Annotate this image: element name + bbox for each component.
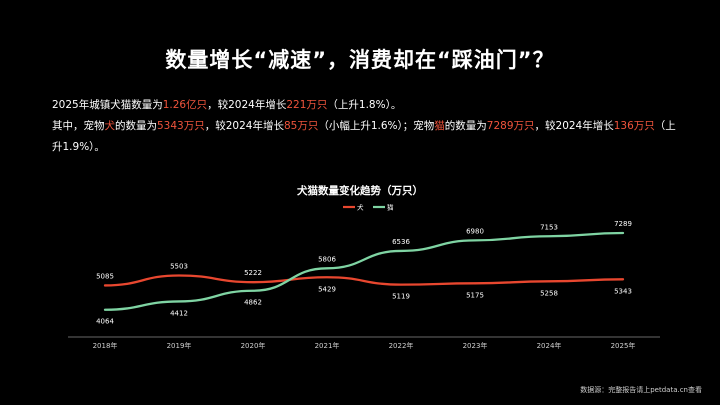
summary-text: 2025年城镇犬猫数量为: [52, 99, 163, 111]
summary-text: ，较2024年增长: [204, 120, 284, 132]
summary-text: ，较2024年增长: [534, 120, 614, 132]
data-label-cat: 4412: [170, 309, 188, 317]
summary-text: 其中，宠物: [52, 120, 105, 132]
data-label-cat: 7289: [614, 220, 632, 228]
chart-title: 犬猫数量变化趋势（万只）: [297, 185, 423, 197]
data-label-dog: 5503: [170, 262, 188, 270]
series-line-cat: [103, 231, 625, 311]
x-tick-label: 2018年: [93, 341, 118, 350]
summary-paragraph-breakdown: 其中，宠物犬的数量为5343万只，较2024年增长85万只（小幅上升1.6%）；…: [52, 116, 682, 158]
data-label-dog: 5343: [614, 287, 632, 295]
highlight-total-count: 1.26亿只: [162, 99, 208, 111]
data-label-dog: 5429: [318, 285, 336, 293]
summary-text: （上升1.8%）。: [327, 99, 402, 111]
x-tick-label: 2022年: [389, 341, 414, 350]
summary-text: （上升1.9%）。: [52, 120, 676, 153]
data-label-cat: 6980: [466, 227, 484, 235]
highlight-dog-growth: 85万只: [283, 120, 319, 132]
data-label-cat: 4064: [96, 318, 114, 326]
legend-label-dog: 犬: [357, 203, 364, 212]
summary-paragraph-total: 2025年城镇犬猫数量为1.26亿只，较2024年增长221万只（上升1.8%）…: [52, 95, 682, 116]
x-tick-label: 2021年: [315, 341, 340, 350]
x-tick-label: 2024年: [537, 341, 562, 350]
highlight-total-growth: 221万只: [286, 99, 328, 111]
highlight-dog: 犬: [104, 120, 116, 132]
highlight-cat-count: 7289万只: [486, 120, 535, 132]
highlight-cat: 猫: [434, 120, 445, 132]
data-label-cat: 4862: [244, 299, 262, 307]
data-source-note: 数据源：完整报告请上petdata.cn查看: [580, 386, 702, 394]
x-tick-label: 2019年: [167, 341, 192, 350]
x-tick-label: 2025年: [611, 341, 636, 350]
data-label-cat: 6536: [392, 238, 410, 246]
page-title: 数量增长“减速”，消费却在“踩油门”？: [165, 48, 555, 72]
x-tick-label: 2020年: [241, 341, 266, 350]
summary-text: ，较2024年增长: [207, 99, 287, 111]
summary-text: 的数量为: [444, 120, 487, 132]
data-label-dog: 5175: [466, 291, 484, 299]
data-label-cat: 7153: [540, 223, 558, 231]
series-line-dog: [103, 274, 625, 287]
data-label-dog: 5085: [96, 272, 114, 280]
data-label-dog: 5222: [244, 269, 262, 277]
legend-label-cat: 猫: [387, 203, 394, 212]
data-label-cat: 5806: [318, 255, 336, 263]
summary-text: 的数量为: [115, 120, 157, 132]
x-tick-label: 2023年: [463, 341, 488, 350]
highlight-cat-growth: 136万只: [613, 120, 655, 132]
data-label-dog: 5258: [540, 289, 558, 297]
highlight-dog-count: 5343万只: [157, 120, 205, 132]
summary-text: （小幅上升1.6%）；宠物: [318, 120, 435, 132]
data-label-dog: 5119: [392, 293, 410, 301]
